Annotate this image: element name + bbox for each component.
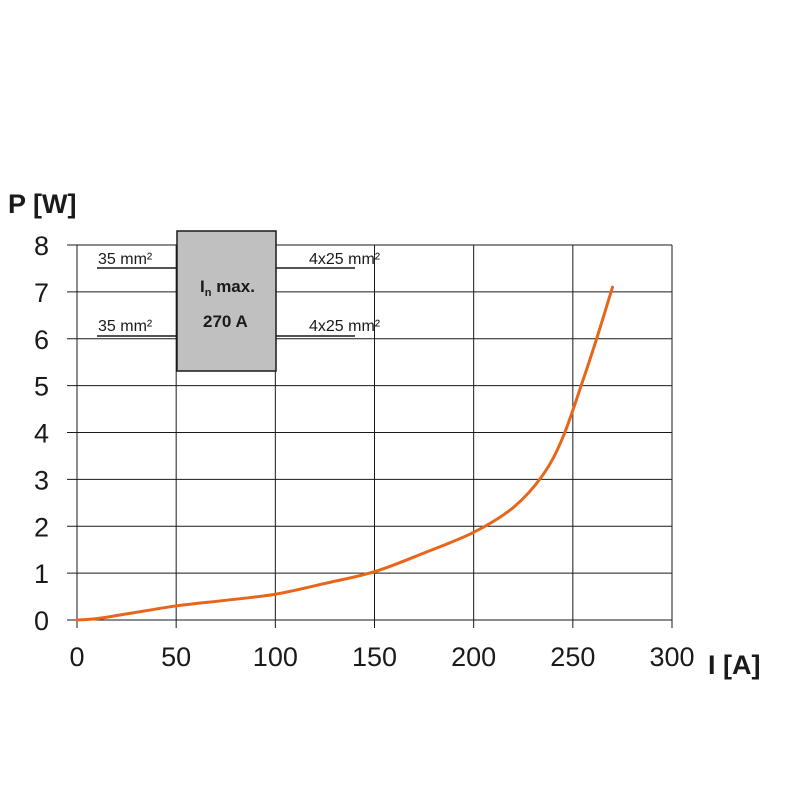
- right-wire-top-label: 4x25 mm²: [309, 251, 381, 268]
- series-line: [75, 285, 614, 622]
- rated-current-label: In max.: [200, 277, 255, 299]
- y-tick-label: 2: [34, 512, 49, 542]
- x-tick-label: 250: [550, 642, 595, 672]
- grid: [67, 244, 673, 628]
- rated-current-subscript: n: [205, 287, 212, 299]
- x-tick-label: 150: [352, 642, 397, 672]
- tick-labels: 0 1 2 3 4 5 6 7 8 0 50 100 150 200 250 300: [34, 231, 695, 672]
- x-tick-label: 300: [649, 642, 694, 672]
- series-layer: [75, 285, 614, 622]
- y-tick-label: 5: [34, 372, 49, 402]
- x-tick-label: 50: [161, 642, 191, 672]
- left-wire-top-label: 35 mm²: [98, 251, 153, 268]
- y-tick-label: 3: [34, 465, 49, 495]
- x-tick-label: 100: [253, 642, 298, 672]
- y-tick-label: 4: [34, 419, 49, 449]
- x-tick-label: 0: [69, 642, 84, 672]
- rated-current-suffix: max.: [211, 277, 254, 296]
- y-tick-label: 6: [34, 325, 49, 355]
- y-axis-title: P [W]: [8, 189, 77, 219]
- right-wire-bottom-label: 4x25 mm²: [309, 318, 381, 335]
- y-tick-label: 7: [34, 278, 49, 308]
- x-axis-title: I [A]: [708, 650, 760, 680]
- terminal-block-diagram: 35 mm² 35 mm² 4x25 mm² 4x25 mm² In max. …: [97, 230, 381, 372]
- terminal-block: [176, 230, 277, 372]
- y-tick-label: 1: [34, 559, 49, 589]
- left-wire-bottom-label: 35 mm²: [98, 318, 153, 335]
- rated-current-value: 270 A: [203, 312, 248, 331]
- rated-current-symbol: I: [200, 277, 205, 296]
- y-tick-label: 0: [34, 606, 49, 636]
- y-tick-label: 8: [34, 231, 49, 261]
- x-tick-label: 200: [451, 642, 496, 672]
